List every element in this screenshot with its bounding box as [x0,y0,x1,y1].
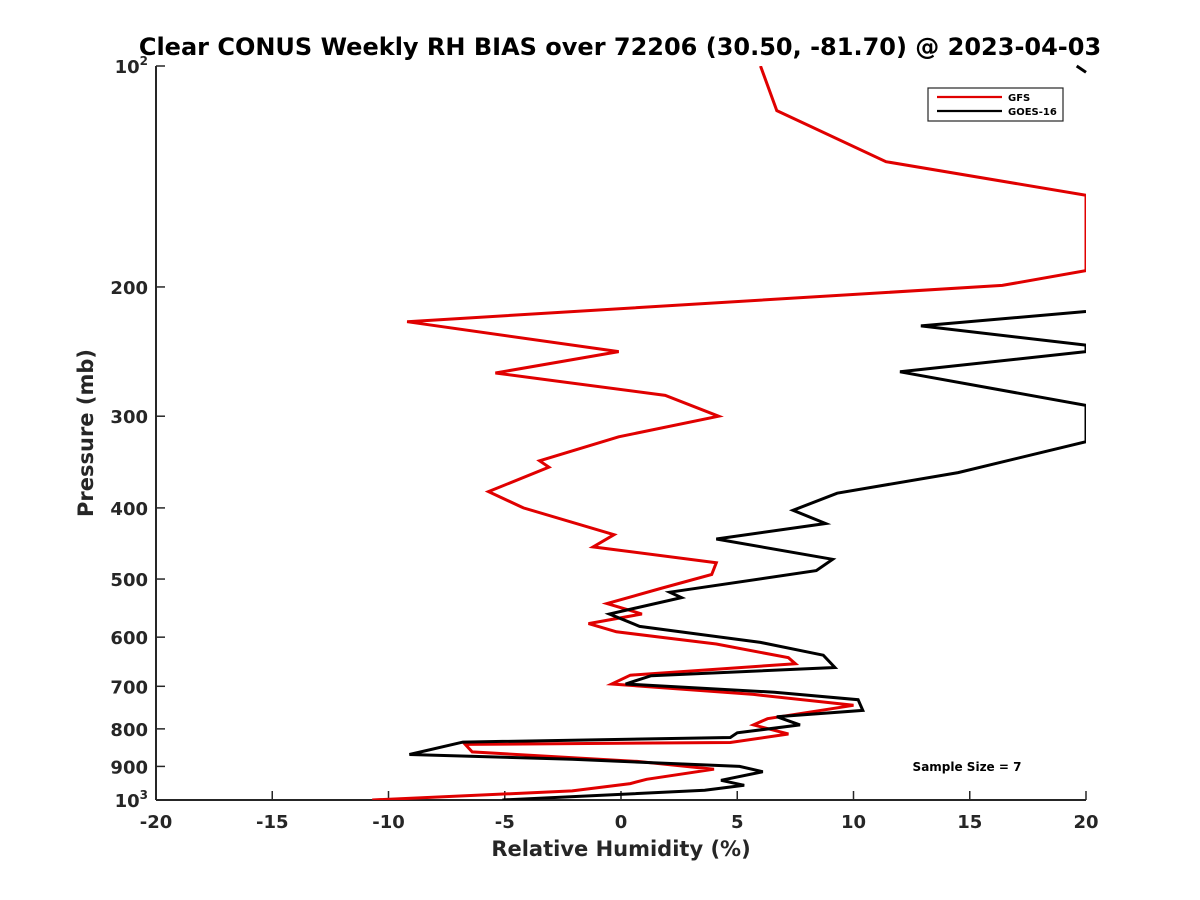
x-tick-label: 15 [957,812,982,833]
legend-label-gfs: GFS [1008,93,1030,104]
legend: GFS GOES-16 [927,87,1064,122]
series-layer [372,66,1086,800]
series-line-goes16-top-fragment [1075,64,1087,74]
x-tick-label: 10 [841,812,866,833]
legend-box [927,87,1064,122]
sample-size-annotation: Sample Size = 7 [913,760,1022,774]
y-tick-label: 800 [110,720,148,741]
x-tick-label: -10 [372,812,405,833]
legend-label-goes16: GOES-16 [1008,107,1057,118]
series-line-gfs [372,66,1086,800]
y-tick-label: 200 [110,278,148,299]
axes: -20 -15 -10 -5 0 5 10 15 20 102 200 300 400 500 600 700… [110,54,1098,833]
y-tick-label: 400 [110,499,148,520]
y-tick-label: 700 [110,677,148,698]
chart-title: Clear CONUS Weekly RH BIAS over 72206 (3… [139,33,1101,61]
y-tick-label: 900 [110,757,148,778]
x-tick-label: -15 [256,812,289,833]
x-tick-label: -5 [495,812,515,833]
y-tick-label: 102 [115,54,148,78]
y-tick-label: 600 [110,628,148,649]
series-line-goes16 [409,310,1086,800]
y-axis-label: Pressure (mb) [74,349,98,517]
x-tick-label: 5 [731,812,744,833]
x-tick-label: 20 [1073,812,1098,833]
y-tick-label: 300 [110,407,148,428]
x-axis-label: Relative Humidity (%) [491,837,750,861]
y-tick-label: 500 [110,570,148,591]
y-tick-label: 103 [115,788,148,812]
x-tick-label: -20 [140,812,173,833]
x-tick-label: 0 [615,812,628,833]
